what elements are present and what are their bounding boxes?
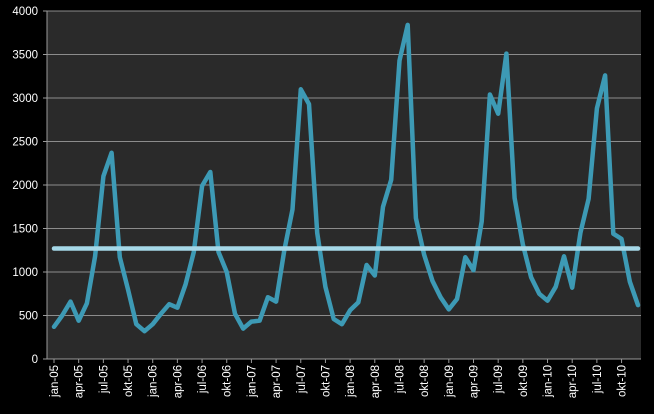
x-tick-label: okt-10 xyxy=(617,365,629,397)
y-axis-tick-labels: 0 500 1000 1500 2000 2500 3000 3500 4000 xyxy=(12,6,38,366)
x-tick-label: jan-07 xyxy=(246,365,258,398)
series-line-monthly xyxy=(51,22,641,334)
x-tick-label: jan-08 xyxy=(345,365,357,398)
x-tick-label: jul-06 xyxy=(197,365,209,394)
y-tick-label: 2000 xyxy=(12,180,38,192)
y-tick-label: 4000 xyxy=(12,6,38,18)
x-tick-label: okt-09 xyxy=(518,365,530,397)
x-tick-label: jul-08 xyxy=(394,365,406,394)
axes xyxy=(43,10,641,363)
y-tick-label: 500 xyxy=(19,311,38,323)
x-tick-label: apr-10 xyxy=(567,365,579,398)
x-axis-tick-labels: jan-05 apr-05 jul-05 okt-05 jan-06 apr-06 jul-… xyxy=(49,365,629,398)
x-tick-label: apr-06 xyxy=(172,365,184,398)
x-tick-label: jan-09 xyxy=(444,365,456,398)
x-tick-label: okt-06 xyxy=(222,365,234,397)
x-tick-label: apr-08 xyxy=(370,365,382,398)
x-tick-label: jul-07 xyxy=(296,365,308,394)
y-tick-label: 2500 xyxy=(12,137,38,149)
x-tick-label: okt-08 xyxy=(419,365,431,397)
y-tick-label: 3000 xyxy=(12,93,38,105)
x-tick-label: jul-10 xyxy=(592,365,604,394)
x-tick-label: jan-05 xyxy=(49,365,61,398)
x-tick-label: okt-05 xyxy=(123,365,135,397)
gridlines xyxy=(47,10,641,316)
x-tick-label: jan-10 xyxy=(543,365,555,398)
y-tick-label: 3500 xyxy=(12,50,38,62)
x-tick-label: jul-09 xyxy=(493,365,505,394)
y-tick-label: 1000 xyxy=(12,267,38,279)
series-group xyxy=(51,22,641,334)
x-tick-label: jul-05 xyxy=(98,365,110,394)
y-tick-label: 1500 xyxy=(12,224,38,236)
x-tick-label: okt-07 xyxy=(320,365,332,397)
x-tick-label: apr-09 xyxy=(468,365,480,398)
y-tick-label: 0 xyxy=(32,354,38,366)
x-tick-label: apr-05 xyxy=(74,365,86,398)
x-tick-label: apr-07 xyxy=(271,365,283,398)
x-tick-label: jan-06 xyxy=(148,365,160,398)
